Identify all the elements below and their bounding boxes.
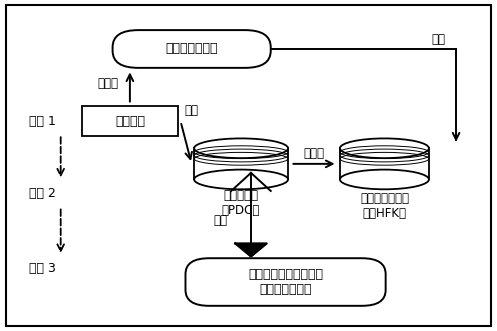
FancyBboxPatch shape: [113, 30, 271, 68]
Polygon shape: [235, 244, 267, 257]
Ellipse shape: [194, 138, 288, 158]
Text: 附属于: 附属于: [98, 77, 119, 90]
Ellipse shape: [194, 169, 288, 189]
Text: 步骤 3: 步骤 3: [28, 262, 56, 275]
Text: 匹配: 匹配: [184, 104, 198, 117]
Ellipse shape: [340, 169, 429, 189]
Bar: [340, 148, 429, 179]
Text: 发现: 发现: [214, 214, 228, 227]
Text: 历史流程知识存
储（HFK）: 历史流程知识存 储（HFK）: [360, 192, 409, 220]
Bar: [82, 106, 178, 136]
Text: 步骤 2: 步骤 2: [28, 187, 56, 200]
Text: 源数据收集
（PDC）: 源数据收集 （PDC）: [222, 189, 260, 217]
Text: 附属于: 附属于: [304, 147, 325, 160]
Text: 抽象工作流模板: 抽象工作流模板: [166, 42, 218, 56]
Ellipse shape: [340, 138, 429, 158]
Text: 发现的匹配的历史流程
及其源数据信息: 发现的匹配的历史流程 及其源数据信息: [248, 268, 323, 296]
Bar: [194, 148, 288, 179]
Text: 匹配: 匹配: [432, 33, 446, 46]
Text: 步骤 1: 步骤 1: [28, 115, 56, 128]
Text: 实验要求: 实验要求: [115, 115, 145, 128]
FancyBboxPatch shape: [185, 258, 386, 306]
